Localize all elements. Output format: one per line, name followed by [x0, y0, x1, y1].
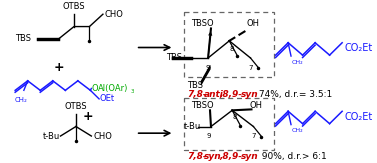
- Text: CH₂: CH₂: [292, 128, 303, 133]
- Text: 9: 9: [207, 133, 211, 139]
- Text: syn: syn: [241, 152, 259, 161]
- Text: TBS: TBS: [187, 81, 203, 90]
- Text: CH₂: CH₂: [14, 97, 28, 103]
- Text: t-Bu: t-Bu: [43, 132, 60, 141]
- Text: 90%, d.r.> 6:1: 90%, d.r.> 6:1: [256, 152, 327, 161]
- Text: OTBS: OTBS: [63, 2, 85, 11]
- Text: CH₂: CH₂: [292, 60, 303, 65]
- Text: 3: 3: [131, 89, 135, 94]
- Text: 7,8-: 7,8-: [187, 152, 207, 161]
- Text: +: +: [53, 61, 64, 74]
- Text: OH: OH: [247, 19, 260, 28]
- Text: t-Bu: t-Bu: [184, 122, 201, 131]
- Text: OEt: OEt: [99, 94, 114, 103]
- Text: ,8,9-: ,8,9-: [220, 90, 243, 99]
- Text: 8: 8: [230, 46, 234, 52]
- Text: anti: anti: [204, 90, 224, 99]
- Text: syn: syn: [204, 152, 222, 161]
- Text: 74%, d.r.= 3.5:1: 74%, d.r.= 3.5:1: [256, 90, 333, 99]
- Text: OTBS: OTBS: [64, 102, 87, 111]
- Text: 7: 7: [251, 133, 256, 139]
- Text: OH: OH: [250, 101, 262, 110]
- Text: TBSO: TBSO: [191, 19, 213, 28]
- Text: CO₂Et: CO₂Et: [344, 112, 372, 122]
- Text: O: O: [91, 84, 98, 93]
- Text: CHO: CHO: [93, 132, 112, 141]
- Text: 7,8-: 7,8-: [187, 90, 207, 99]
- Text: ,8,9-: ,8,9-: [220, 152, 243, 161]
- Text: CO₂Et: CO₂Et: [344, 44, 372, 53]
- Text: 9: 9: [206, 65, 210, 71]
- Text: +: +: [82, 111, 93, 124]
- Text: TBSO: TBSO: [191, 101, 213, 110]
- Text: syn: syn: [241, 90, 259, 99]
- Text: Al(OAr): Al(OAr): [98, 84, 129, 93]
- Text: 7: 7: [248, 65, 253, 71]
- Text: TBS: TBS: [15, 34, 31, 43]
- Text: 8: 8: [233, 114, 238, 120]
- Text: CHO: CHO: [105, 10, 124, 19]
- Text: TBS: TBS: [166, 53, 182, 62]
